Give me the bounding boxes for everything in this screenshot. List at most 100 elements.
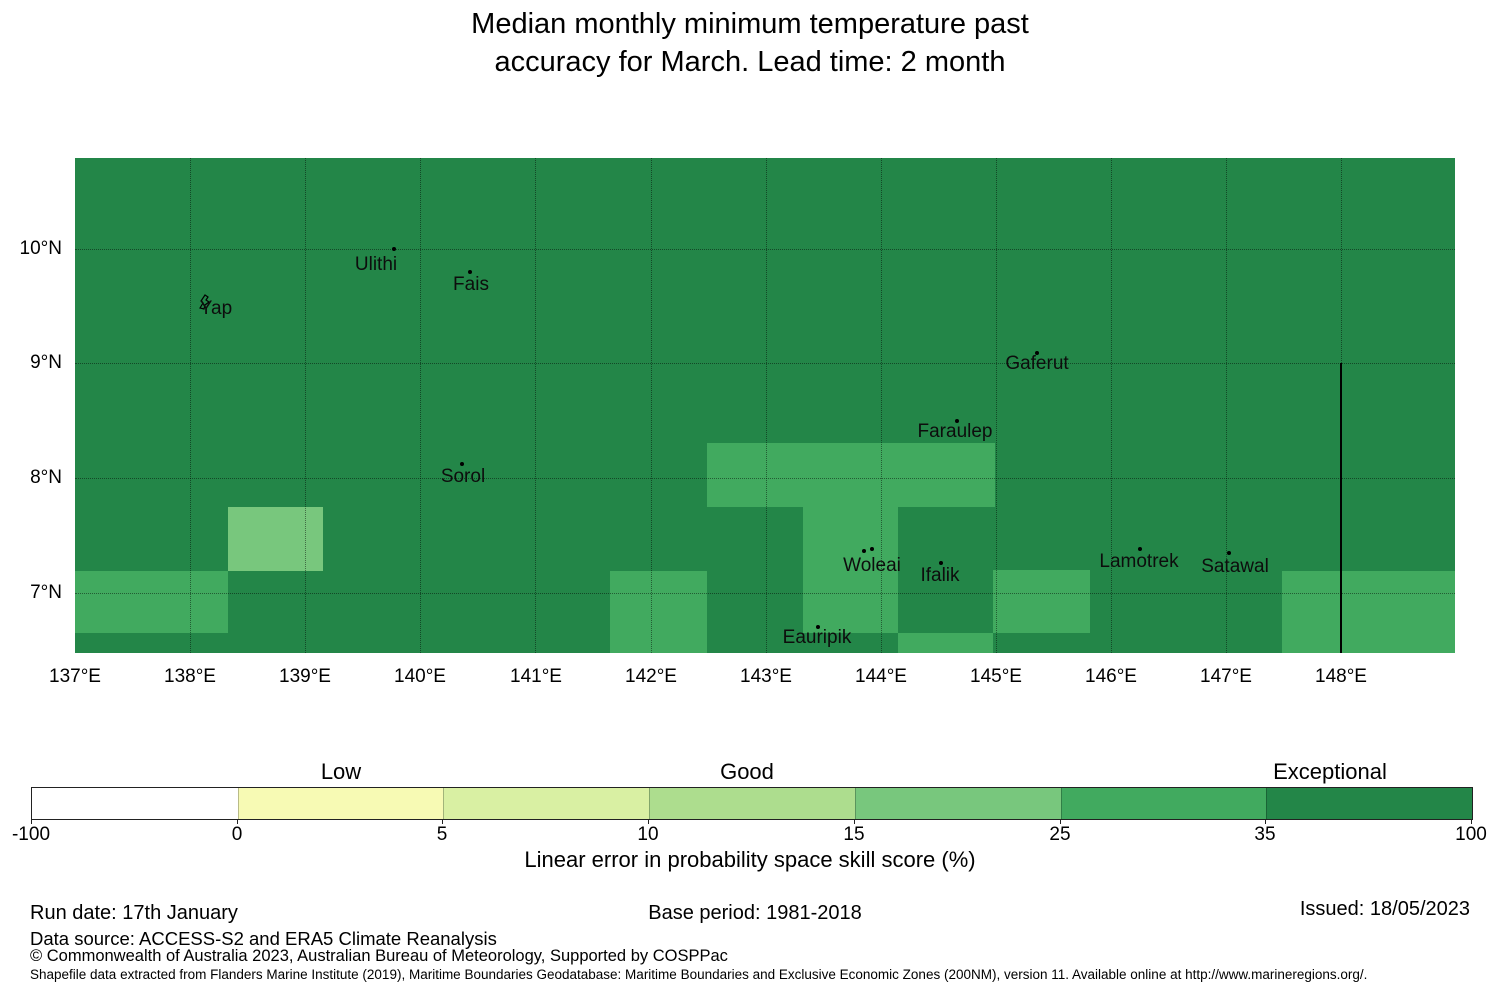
colorbar-tickmark-100 xyxy=(1471,819,1472,824)
colorbar-segment-0-5 xyxy=(238,788,443,819)
colorbar-segment--100-0 xyxy=(32,788,238,819)
y-tick-7°N: 7°N xyxy=(30,582,62,603)
colorbar-tickmark-35 xyxy=(1265,819,1266,824)
colorbar-tickmark-0 xyxy=(237,819,238,824)
x-tick-139°E: 139°E xyxy=(279,666,331,687)
gridline-vertical-9 xyxy=(1226,158,1227,653)
colorbar-ticklabel-5: 5 xyxy=(436,824,448,845)
y-tick-8°N: 8°N xyxy=(30,467,62,488)
footer-issued-date: Issued: 18/05/2023 xyxy=(1299,898,1470,920)
colorbar-tickmark--100 xyxy=(31,819,32,824)
colorbar-category-low: Low xyxy=(320,759,362,784)
island-marker-woleai-1 xyxy=(870,547,874,551)
skill-cell-cell-144e-bottom xyxy=(898,633,993,653)
x-tick-148°E: 148°E xyxy=(1315,666,1367,687)
eez-boundary-line xyxy=(1340,363,1342,653)
colorbar-ticklabel-35: 35 xyxy=(1254,824,1276,845)
colorbar-tickmark-10 xyxy=(648,819,649,824)
gridline-vertical-6 xyxy=(881,158,882,653)
island-label-ifalik: Ifalik xyxy=(920,565,960,586)
gridline-vertical-1 xyxy=(305,158,306,653)
gridline-horizontal-1 xyxy=(75,363,1455,364)
island-marker-faraulep xyxy=(955,419,959,423)
skill-cell-cell-142e-south xyxy=(610,571,707,653)
x-tick-138°E: 138°E xyxy=(164,666,216,687)
footer-base-period: Base period: 1981-2018 xyxy=(648,902,862,924)
y-tick-9°N: 9°N xyxy=(30,352,62,373)
gridline-vertical-5 xyxy=(766,158,767,653)
skill-cell-cell-se-strip xyxy=(1282,571,1455,653)
island-label-gaferut: Gaferut xyxy=(1005,353,1069,374)
colorbar-segment-5-10 xyxy=(443,788,649,819)
island-label-faraulep: Faraulep xyxy=(917,421,993,442)
colorbar-ticklabel-15: 15 xyxy=(843,824,865,845)
island-label-lamotrek: Lamotrek xyxy=(1099,551,1179,572)
island-marker-ulithi xyxy=(392,247,396,251)
gridline-horizontal-0 xyxy=(75,249,1455,250)
colorbar-ticklabel-10: 10 xyxy=(637,824,659,845)
x-tick-140°E: 140°E xyxy=(394,666,446,687)
x-tick-141°E: 141°E xyxy=(510,666,562,687)
gridline-vertical-7 xyxy=(996,158,997,653)
gridline-horizontal-3 xyxy=(75,593,1455,594)
colorbar-ticklabel-0: 0 xyxy=(231,824,243,845)
chart-title-line2: accuracy for March. Lead time: 2 month xyxy=(494,46,1006,78)
island-label-ulithi: Ulithi xyxy=(354,254,398,275)
colorbar-segment-35-100 xyxy=(1266,788,1472,819)
chart-title: Median monthly minimum temperature past … xyxy=(0,5,1500,81)
footer-data-source: Data source: ACCESS-S2 and ERA5 Climate … xyxy=(30,928,497,949)
island-marker-satawal xyxy=(1227,551,1231,555)
x-tick-145°E: 145°E xyxy=(970,666,1022,687)
colorbar-caption: Linear error in probability space skill … xyxy=(524,847,976,872)
skill-cell-cell-sw-strip xyxy=(75,571,228,633)
x-tick-142°E: 142°E xyxy=(625,666,677,687)
colorbar-category-exceptional: Exceptional xyxy=(1273,759,1387,784)
gridline-horizontal-2 xyxy=(75,478,1455,479)
skill-cell-cell-light-138e xyxy=(228,507,323,571)
y-tick-10°N: 10°N xyxy=(19,238,62,259)
colorbar-ticklabel-25: 25 xyxy=(1049,824,1071,845)
colorbar-tickmark-15 xyxy=(854,819,855,824)
gridline-vertical-2 xyxy=(420,158,421,653)
footer-copyright: © Commonwealth of Australia 2023, Austra… xyxy=(30,947,728,965)
x-tick-137°E: 137°E xyxy=(49,666,101,687)
colorbar-category-good: Good xyxy=(720,759,774,784)
skill-cell-cell-t-top-bar xyxy=(707,443,995,507)
island-marker-fais xyxy=(468,270,472,274)
x-tick-144°E: 144°E xyxy=(855,666,907,687)
island-label-fais: Fais xyxy=(453,274,489,295)
colorbar-segment-10-15 xyxy=(649,788,855,819)
colorbar-segment-15-25 xyxy=(855,788,1061,819)
x-tick-147°E: 147°E xyxy=(1200,666,1252,687)
island-marker-woleai xyxy=(862,549,866,553)
skill-cell-cell-145e-south xyxy=(993,570,1090,633)
x-tick-143°E: 143°E xyxy=(740,666,792,687)
island-label-eauripik: Eauripik xyxy=(782,627,852,648)
island-label-satawal: Satawal xyxy=(1201,556,1269,577)
island-marker-sorol xyxy=(460,462,464,466)
colorbar-tickmark-5 xyxy=(442,819,443,824)
island-label-yap: Yap xyxy=(199,298,233,319)
island-marker-lamotrek xyxy=(1138,547,1142,551)
gridline-vertical-0 xyxy=(190,158,191,653)
island-marker-gaferut xyxy=(1035,351,1039,355)
colorbar-tickmark-25 xyxy=(1060,819,1061,824)
gridline-vertical-3 xyxy=(535,158,536,653)
island-marker-ifalik xyxy=(939,561,943,565)
footer-run-date: Run date: 17th January xyxy=(30,902,238,924)
gridline-vertical-8 xyxy=(1111,158,1112,653)
island-marker-eauripik xyxy=(816,625,820,629)
island-label-woleai: Woleai xyxy=(843,555,901,576)
colorbar-ticklabel-100: 100 xyxy=(1455,824,1487,845)
colorbar-segment-25-35 xyxy=(1061,788,1266,819)
island-label-sorol: Sorol xyxy=(440,466,486,487)
skill-cell-cell-t-stem xyxy=(803,507,898,633)
x-tick-146°E: 146°E xyxy=(1085,666,1137,687)
colorbar xyxy=(31,787,1473,820)
colorbar-ticklabel--100: -100 xyxy=(11,824,51,845)
island-outline-yap xyxy=(197,292,214,317)
footer-shapefile-note: Shapefile data extracted from Flanders M… xyxy=(30,967,1368,982)
map-plot-area: Yap Ulithi Fais Sorol Gaferut Faraulep Woleai I… xyxy=(75,158,1455,653)
gridline-vertical-4 xyxy=(651,158,652,653)
chart-title-line1: Median monthly minimum temperature past xyxy=(471,8,1029,40)
